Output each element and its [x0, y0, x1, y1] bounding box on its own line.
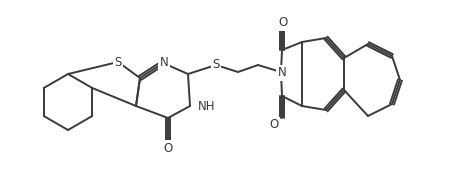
- Text: O: O: [164, 142, 172, 155]
- Text: NH: NH: [198, 100, 216, 113]
- Text: N: N: [160, 55, 168, 69]
- Text: S: S: [114, 55, 122, 69]
- Text: N: N: [278, 66, 286, 79]
- Text: O: O: [269, 118, 279, 132]
- Text: S: S: [212, 57, 219, 70]
- Text: O: O: [278, 17, 288, 30]
